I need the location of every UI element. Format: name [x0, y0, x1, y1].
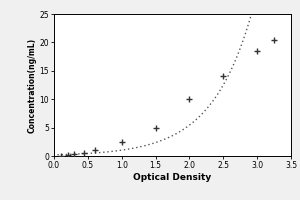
Y-axis label: Concentration(ng/mL): Concentration(ng/mL) — [28, 37, 37, 133]
X-axis label: Optical Density: Optical Density — [134, 173, 212, 182]
